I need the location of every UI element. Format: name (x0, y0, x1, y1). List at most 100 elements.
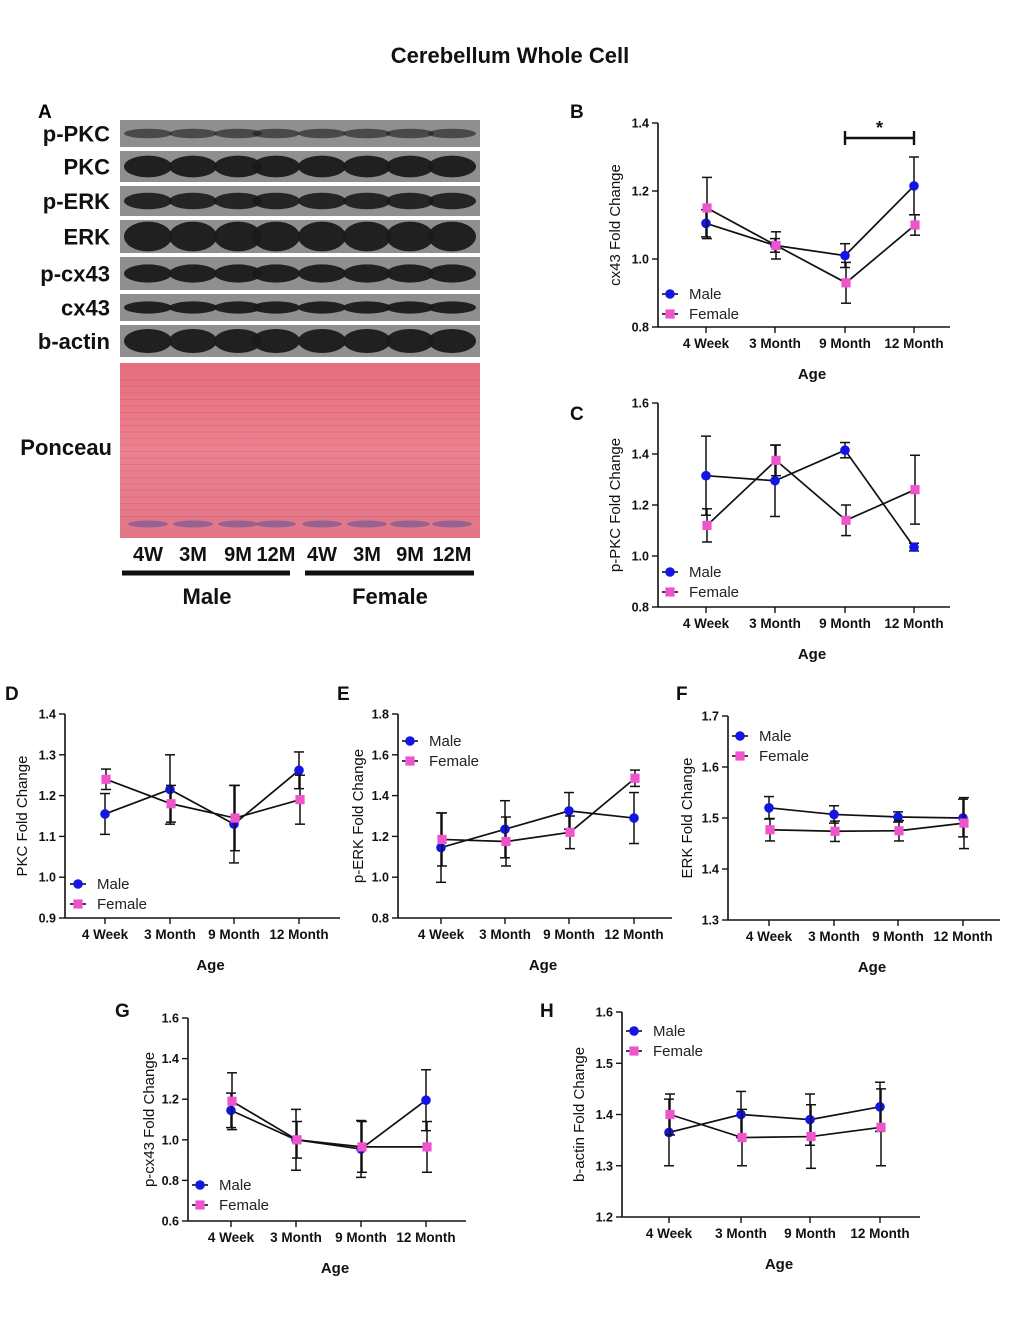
blot-band (169, 301, 217, 314)
y-tick-label: 1.6 (702, 761, 719, 775)
y-tick-label: 0.9 (39, 912, 56, 926)
series-line-male (768, 806, 964, 819)
point-male (909, 181, 919, 191)
point-male (100, 809, 110, 819)
point-female (830, 826, 840, 836)
lane-label: 4W (133, 544, 163, 566)
blot-band (124, 155, 172, 178)
x-tick-label: 12 Month (396, 1230, 455, 1245)
point-male (701, 470, 711, 481)
point-male (500, 824, 510, 835)
y-tick-label: 1.0 (632, 550, 649, 564)
point-male (564, 806, 574, 816)
blot-band (252, 192, 300, 210)
point-female (665, 1109, 675, 1120)
y-tick-label: 1.2 (632, 499, 649, 513)
point-female (422, 1142, 432, 1152)
point-male (294, 765, 304, 776)
blot-band (386, 192, 434, 210)
x-axis-label: Age (529, 957, 557, 974)
blot-band (214, 128, 262, 139)
group-label-female: Female (352, 584, 428, 609)
point-female (292, 1135, 302, 1145)
y-tick-label: 0.6 (162, 1215, 179, 1229)
y-tick-label: 0.8 (162, 1174, 179, 1188)
y-tick-label: 1.6 (162, 1012, 179, 1026)
blot-band (124, 264, 172, 283)
panel-label-C: C (570, 404, 584, 425)
chart-F: F 1.3 1.4 1.5 1.6 1.7 4 Week 3 Month 9 Month 12 M… (676, 684, 1000, 976)
series-line-male (668, 1105, 881, 1134)
y-tick-label: 1.2 (632, 185, 649, 199)
legend-label: Male (429, 733, 462, 750)
y-tick-label: 1.2 (596, 1211, 613, 1225)
chart-C: C 0.8 1.0 1.2 1.4 1.6 4 Week 3 Month 9 Month 12 M… (570, 397, 950, 663)
point-male (805, 1114, 815, 1125)
chart-H: H 1.2 1.3 1.4 1.5 1.6 4 Week 3 Month 9 Month 12 M… (540, 1001, 920, 1273)
legend-label: Male (653, 1023, 686, 1040)
legend-marker-male (665, 289, 675, 299)
blot-row-label: cx43 (61, 296, 110, 321)
series-line-female (105, 778, 301, 819)
y-tick-label: 1.4 (702, 863, 719, 877)
point-male (829, 809, 839, 820)
x-axis-label: Age (798, 646, 826, 663)
blot-band (386, 128, 434, 139)
y-tick-label: 1.3 (596, 1159, 613, 1173)
point-female (101, 774, 111, 784)
legend-marker-male (405, 736, 415, 746)
x-tick-label: 9 Month (872, 929, 924, 944)
y-tick-label: 0.8 (632, 321, 649, 335)
blot-band (169, 221, 217, 252)
blot-band (214, 155, 262, 178)
x-tick-label: 4 Week (646, 1226, 693, 1241)
legend-label: Female (653, 1043, 703, 1060)
chart-D: D 0.9 1.0 1.1 1.2 1.3 1.4 4 Week 3 Month 9 Month 1… (5, 684, 340, 974)
y-tick-label: 1.0 (632, 253, 649, 267)
blot-band (428, 264, 476, 283)
lane-label: 12M (433, 544, 472, 566)
series-line-male (440, 810, 635, 849)
blot-row-label: PKC (64, 155, 111, 180)
blot-row-label: p-ERK (43, 189, 110, 214)
blot-band (252, 155, 300, 178)
y-tick-label: 1.1 (39, 830, 56, 844)
chart-G: G 0.6 0.8 1.0 1.2 1.4 1.6 4 Week 3 Month 9 Month 1… (115, 1001, 466, 1277)
point-female (841, 278, 851, 288)
blot-row-label: b-actin (38, 329, 110, 354)
blot-row-label: p-PKC (43, 122, 110, 147)
y-tick-label: 1.5 (702, 812, 719, 826)
y-tick-label: 0.8 (632, 601, 649, 615)
y-tick-label: 1.2 (372, 830, 389, 844)
point-male (764, 803, 774, 813)
x-axis-label: Age (798, 366, 826, 383)
point-female (565, 827, 575, 837)
y-tick-label: 1.6 (596, 1006, 613, 1020)
blot-band (428, 192, 476, 210)
ponceau-lane-mark (128, 520, 168, 528)
blot-band (343, 301, 391, 314)
point-female (771, 240, 781, 250)
blot-band (214, 301, 262, 314)
blot-band (428, 301, 476, 314)
blot-band (214, 264, 262, 283)
x-tick-label: 4 Week (683, 616, 730, 631)
blot-band (124, 329, 172, 353)
legend-marker-male (73, 879, 83, 889)
y-tick-label: 1.4 (596, 1108, 613, 1122)
y-tick-label: 1.4 (162, 1052, 179, 1066)
blot-band (252, 329, 300, 353)
y-axis-label: ERK Fold Change (679, 758, 696, 879)
ponceau-lane-mark (432, 520, 472, 528)
y-tick-label: 1.0 (162, 1133, 179, 1147)
legend-label: Female (219, 1197, 269, 1214)
y-axis-label: cx43 Fold Change (607, 164, 624, 286)
series-line-female (706, 207, 916, 284)
point-female (166, 799, 176, 809)
legend-marker-male (665, 567, 675, 577)
point-female (230, 813, 240, 823)
y-tick-label: 1.2 (162, 1093, 179, 1107)
blot-band (428, 329, 476, 353)
chart-B: B 0.8 1.0 1.2 1.4 4 Week 3 Month 9 Month 12 Mont… (570, 102, 950, 383)
